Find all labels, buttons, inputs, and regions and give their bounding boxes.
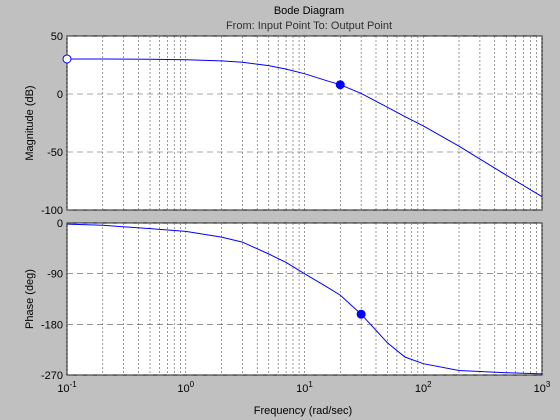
y-tick-label: 0	[57, 218, 63, 230]
magnitude-marker	[62, 54, 72, 64]
phase-curve	[66, 223, 543, 375]
x-tick-label: 101	[296, 380, 313, 395]
y-tick-label: -270	[41, 370, 63, 382]
y-tick-label: -50	[47, 147, 63, 159]
curves	[62, 54, 543, 375]
y-tick-label: -100	[41, 205, 63, 217]
y-tick-label: -90	[47, 269, 63, 281]
x-tick-label: 102	[415, 380, 432, 395]
chart-subtitle: From: Input Point To: Output Point	[226, 20, 392, 32]
x-tick-label: 10-1	[57, 380, 77, 395]
phase-ylabel: Phase (deg)	[24, 269, 36, 329]
phase-marker	[356, 309, 366, 319]
x-tick-label: 103	[534, 380, 551, 395]
y-tick-label: 50	[51, 31, 63, 43]
magnitude-plot-area	[66, 35, 543, 211]
x-axis-label: Frequency (rad/sec)	[254, 405, 352, 417]
y-tick-label: -180	[41, 319, 63, 331]
y-tick-label: 0	[57, 89, 63, 101]
grid	[66, 35, 543, 376]
chart-title: Bode Diagram	[274, 5, 344, 17]
magnitude-marker	[335, 80, 345, 90]
x-tick-label: 100	[177, 380, 194, 395]
mag-ylabel: Magnitude (dB)	[24, 85, 36, 160]
magnitude-curve	[67, 58, 543, 198]
